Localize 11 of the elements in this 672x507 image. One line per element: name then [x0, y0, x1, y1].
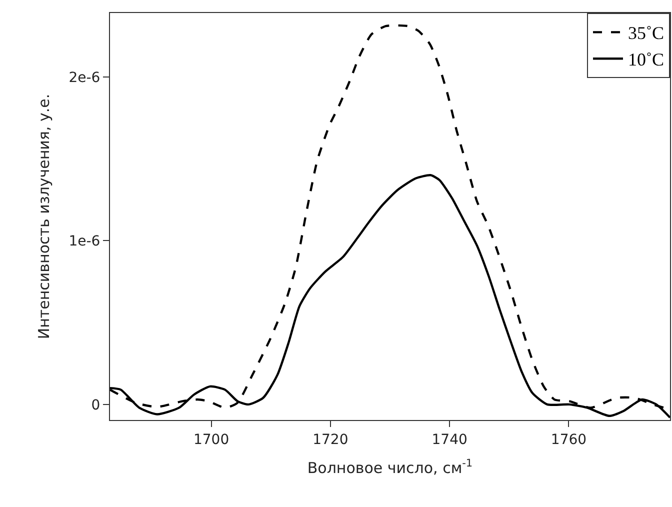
y-axis-title: Интенсивность излучения, у.е. — [34, 94, 53, 340]
y-tick-label: 1e-6 — [68, 234, 100, 250]
x-tick-label: 1760 — [550, 432, 587, 448]
y-tick-label: 0 — [91, 397, 100, 414]
legend-label: 10˚C — [628, 50, 664, 70]
legend-label: 35˚C — [628, 23, 664, 44]
y-tick-label: 2e-6 — [68, 70, 100, 86]
x-axis-title: Волновое число, см$^{-1}$ — [307, 458, 473, 477]
x-tick-label: 1720 — [312, 432, 348, 448]
x-tick-label: 1700 — [193, 432, 230, 448]
x-tick-label: 1740 — [432, 432, 468, 448]
